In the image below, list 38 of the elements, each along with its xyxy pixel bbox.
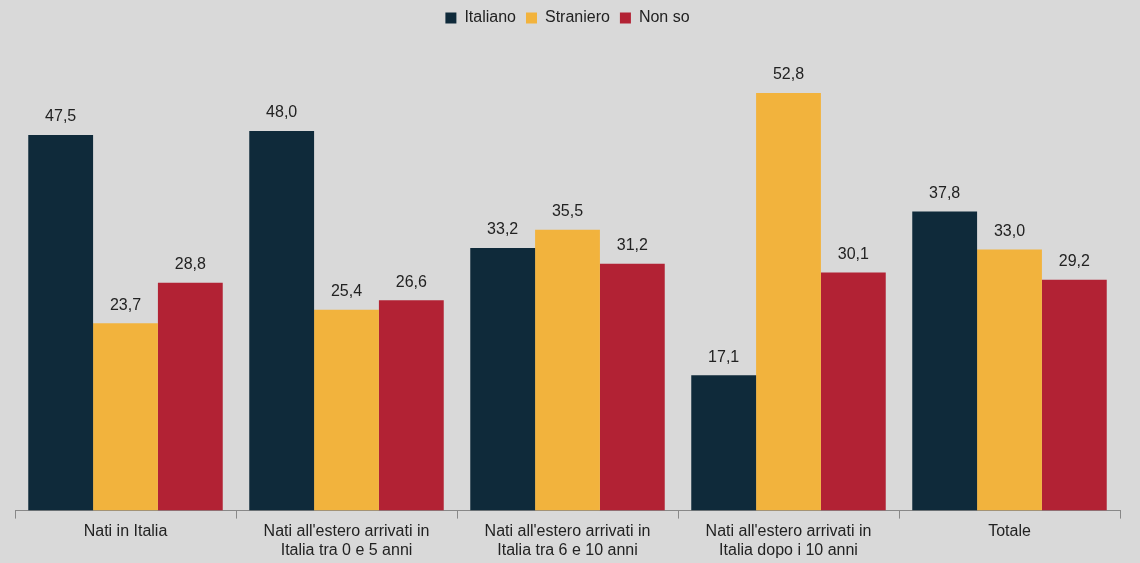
bar xyxy=(977,249,1042,511)
bar xyxy=(28,134,94,511)
data-label: 23,7 xyxy=(109,295,142,313)
bar xyxy=(470,247,536,511)
legend-label: Italiano xyxy=(464,8,517,26)
bar xyxy=(691,375,757,511)
x-tick-label: Nati all'estero arrivati in Italia tra 0 e 5 anni xyxy=(263,521,430,558)
data-label: 33,0 xyxy=(993,221,1026,239)
data-label: 30,1 xyxy=(837,244,869,262)
bar xyxy=(93,323,158,511)
data-label: 31,2 xyxy=(616,236,648,254)
legend-label: Straniero xyxy=(544,8,611,26)
bar xyxy=(314,309,379,511)
data-label: 37,8 xyxy=(929,184,961,202)
data-label: 52,8 xyxy=(772,65,805,83)
data-label: 17,1 xyxy=(708,347,740,365)
bar xyxy=(1041,279,1107,511)
data-label: 35,5 xyxy=(551,202,584,220)
bar xyxy=(378,300,444,511)
bar xyxy=(756,92,821,511)
data-label: 25,4 xyxy=(330,282,363,300)
data-label: 47,5 xyxy=(45,107,77,125)
bar xyxy=(535,229,600,511)
bar xyxy=(599,263,665,511)
x-tick-label: Nati all'estero arrivati in Italia tra 6 e 10 anni xyxy=(484,521,651,558)
data-label: 26,6 xyxy=(395,272,427,290)
bar xyxy=(820,272,886,511)
x-tick-label: Totale xyxy=(988,521,1031,539)
bar xyxy=(157,282,223,511)
x-tick-label: Nati in Italia xyxy=(83,521,168,539)
data-label: 28,8 xyxy=(174,255,206,273)
data-label: 48,0 xyxy=(266,103,298,121)
data-label: 29,2 xyxy=(1058,252,1090,270)
legend-label: Non so xyxy=(638,8,690,26)
data-label: 33,2 xyxy=(487,220,519,238)
bar xyxy=(912,211,978,511)
x-tick-label: Nati all'estero arrivati in Italia dopo i 10 anni xyxy=(705,521,872,558)
bar xyxy=(249,130,315,511)
